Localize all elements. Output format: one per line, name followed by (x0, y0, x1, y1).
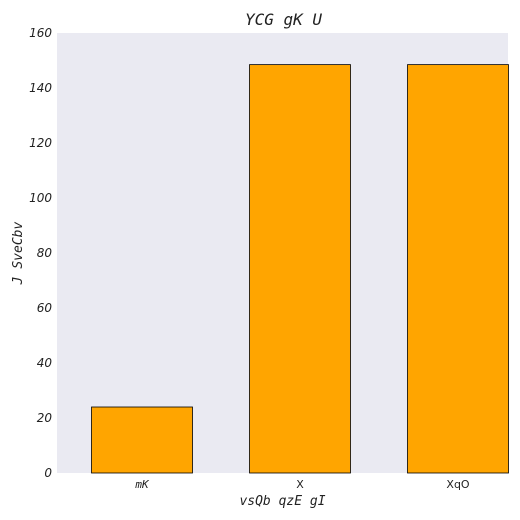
y-tick-label: 60 (37, 301, 53, 315)
bar-x (249, 64, 351, 474)
y-tick-label: 0 (44, 466, 52, 480)
y-tick-label: 140 (29, 81, 52, 95)
y-tick-label: 20 (37, 411, 53, 425)
x-axis-label: vsQb qzE gI (239, 494, 325, 509)
x-tick-labels: mK X XqO (134, 478, 470, 491)
y-tick-label: 120 (29, 136, 52, 150)
x-tick-label: X (296, 478, 304, 491)
x-tick-label: XqO (446, 478, 470, 491)
bars-group (91, 64, 509, 474)
y-tick-label: 160 (29, 26, 52, 40)
y-tick-label: 100 (29, 191, 52, 205)
y-axis-label: J SveCbv (11, 222, 26, 286)
bar-mk (91, 406, 193, 474)
y-tick-label: 80 (37, 246, 53, 260)
y-tick-label: 40 (37, 356, 53, 370)
x-tick-label: mK (134, 478, 150, 491)
bar-xqo (407, 64, 509, 474)
y-tick-labels: 0 20 40 60 80 100 120 140 160 (29, 26, 52, 480)
chart-title: YCG gK U (245, 10, 322, 29)
